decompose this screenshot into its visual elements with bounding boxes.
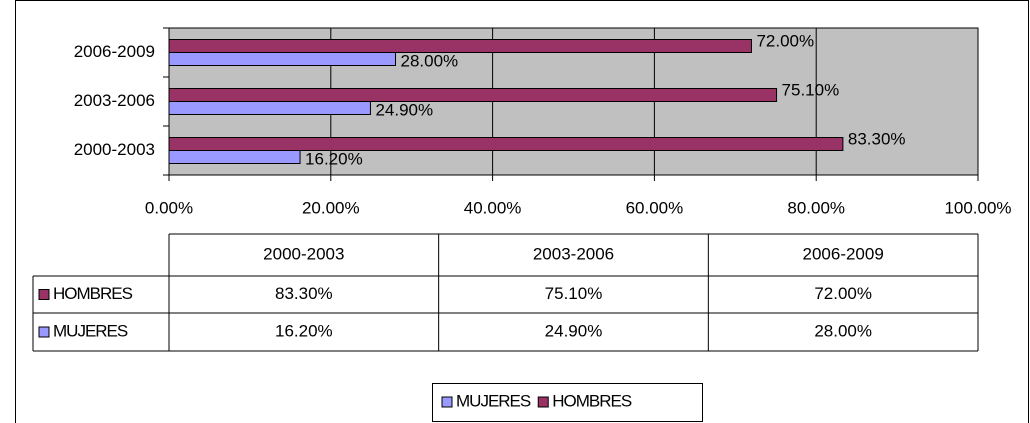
data-label: 72.00%: [756, 31, 814, 50]
x-tick-label: 0.00%: [145, 198, 193, 217]
x-tick-label: 100.00%: [944, 198, 1011, 217]
bar: [168, 150, 301, 164]
table-cell: 75.10%: [545, 284, 603, 303]
table-cell: 83.30%: [275, 284, 333, 303]
x-tick-label: 40.00%: [464, 198, 522, 217]
x-tick-label: 80.00%: [787, 198, 845, 217]
table-cell: 24.90%: [545, 321, 603, 340]
legend-box: [432, 383, 703, 422]
legend-key: [38, 326, 50, 338]
legend-label: HOMBRES: [552, 391, 632, 410]
legend-key: [38, 289, 50, 300]
table-header: 2000-2003: [263, 244, 344, 263]
table-row-label: MUJERES: [53, 321, 128, 340]
data-label: 83.30%: [848, 129, 906, 148]
data-label: 28.00%: [401, 51, 459, 70]
y-tick-label: 2003-2006: [74, 91, 155, 110]
table-cell: 16.20%: [275, 321, 333, 340]
bar: [168, 137, 844, 151]
bar: [168, 52, 397, 66]
table-cell: 72.00%: [814, 284, 872, 303]
table-cell: 28.00%: [814, 321, 872, 340]
x-tick-label: 20.00%: [302, 198, 360, 217]
y-tick-label: 2006-2009: [74, 42, 155, 61]
y-tick-label: 2000-2003: [74, 140, 155, 159]
legend-key: [537, 396, 549, 408]
data-label: 16.20%: [305, 149, 363, 168]
legend-label: MUJERES: [456, 391, 531, 410]
bar: [168, 39, 752, 53]
legend-key: [441, 396, 453, 408]
data-label: 75.10%: [782, 80, 840, 99]
data-label: 24.90%: [375, 100, 433, 119]
bar: [168, 101, 371, 115]
table-row-label: HOMBRES: [53, 284, 133, 303]
table-header: 2006-2009: [803, 244, 884, 263]
table-header: 2003-2006: [533, 244, 614, 263]
bar: [168, 88, 778, 102]
x-tick-label: 60.00%: [626, 198, 684, 217]
